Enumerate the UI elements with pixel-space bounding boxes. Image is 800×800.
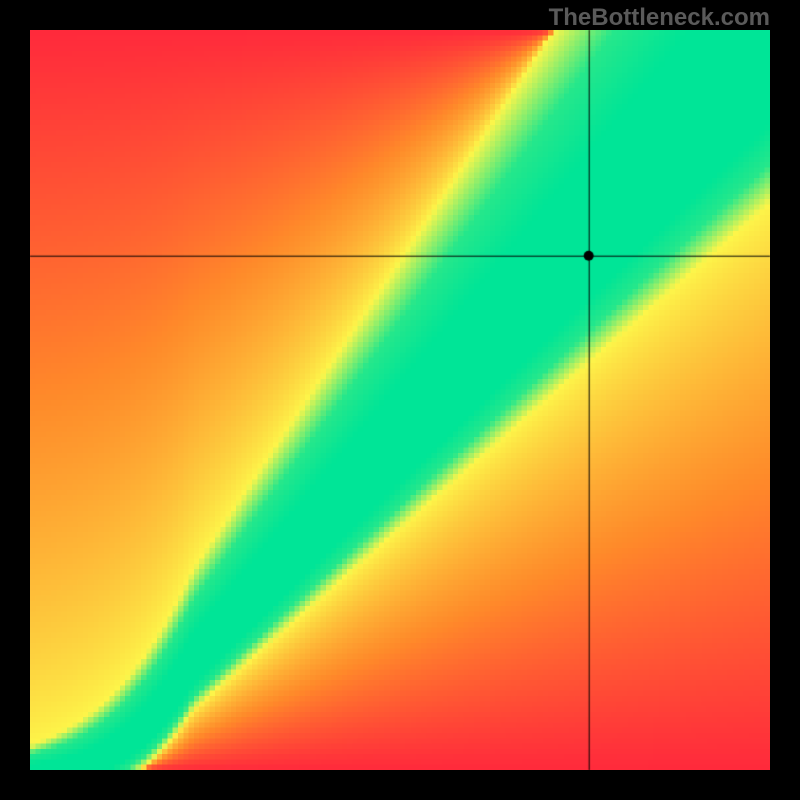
chart-container: TheBottleneck.com [0,0,800,800]
watermark-text: TheBottleneck.com [549,4,770,32]
heatmap-canvas [30,30,770,770]
